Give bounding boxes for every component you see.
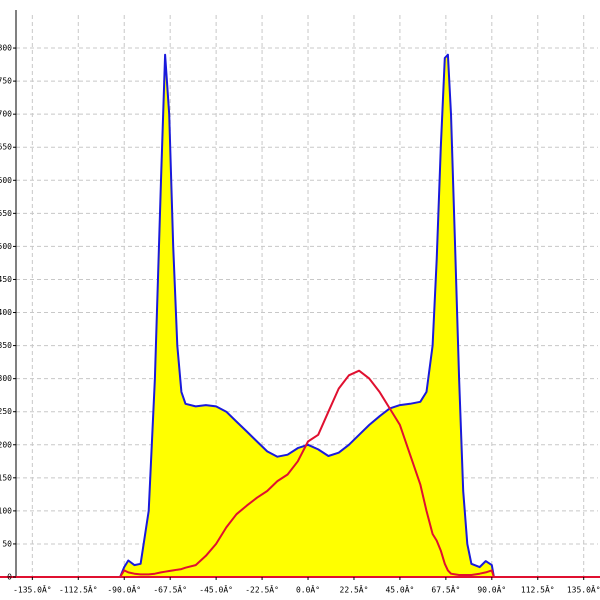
x-tick-label: -45.0Â° [199,584,233,595]
x-tick-label: 45.0Â° [385,584,414,595]
y-tick-label: 700 [0,110,12,119]
y-tick-label: 0 [7,573,12,582]
y-tick-label: 550 [0,209,12,218]
line [119,53,495,578]
y-tick-label: 800 [0,44,12,53]
x-tick-label: 135.0Â° [567,584,600,595]
y-tick-label: 450 [0,275,12,284]
y-tick-label: 650 [0,143,12,152]
y-tick-label: 600 [0,176,12,185]
y-tick-label: 150 [0,473,12,482]
area [120,54,494,577]
y-tick-label: 500 [0,242,12,251]
y-tick-label: 750 [0,77,12,86]
x-tick-label: 112.5Â° [521,584,555,595]
y-tick-label: 200 [0,440,12,449]
x-tick-label: -22.5Â° [245,584,279,595]
x-tick-label: 0.0Â° [296,584,320,595]
y-tick-label: 350 [0,341,12,350]
plot [119,53,495,578]
line [119,369,495,578]
x-tick-label: -90.0Â° [107,584,141,595]
x-tick-label: 22.5Â° [340,584,369,595]
y-tick-label: 50 [2,539,12,548]
tick-labels: 0 50 100 150 200 250 300 350 400 450 500 550 600 650 7… [0,44,600,595]
x-tick-label: -67.5Â° [153,584,187,595]
x-tick-label: 90.0Â° [477,584,506,595]
x-tick-label: -112.5Â° [59,584,98,595]
y-tick-label: 100 [0,506,12,515]
y-tick-label: 300 [0,374,12,383]
x-tick-label: 67.5Â° [431,584,460,595]
y-tick-label: 250 [0,407,12,416]
x-tick-label: -135.0Â° [13,584,52,595]
y-tick-label: 400 [0,308,12,317]
